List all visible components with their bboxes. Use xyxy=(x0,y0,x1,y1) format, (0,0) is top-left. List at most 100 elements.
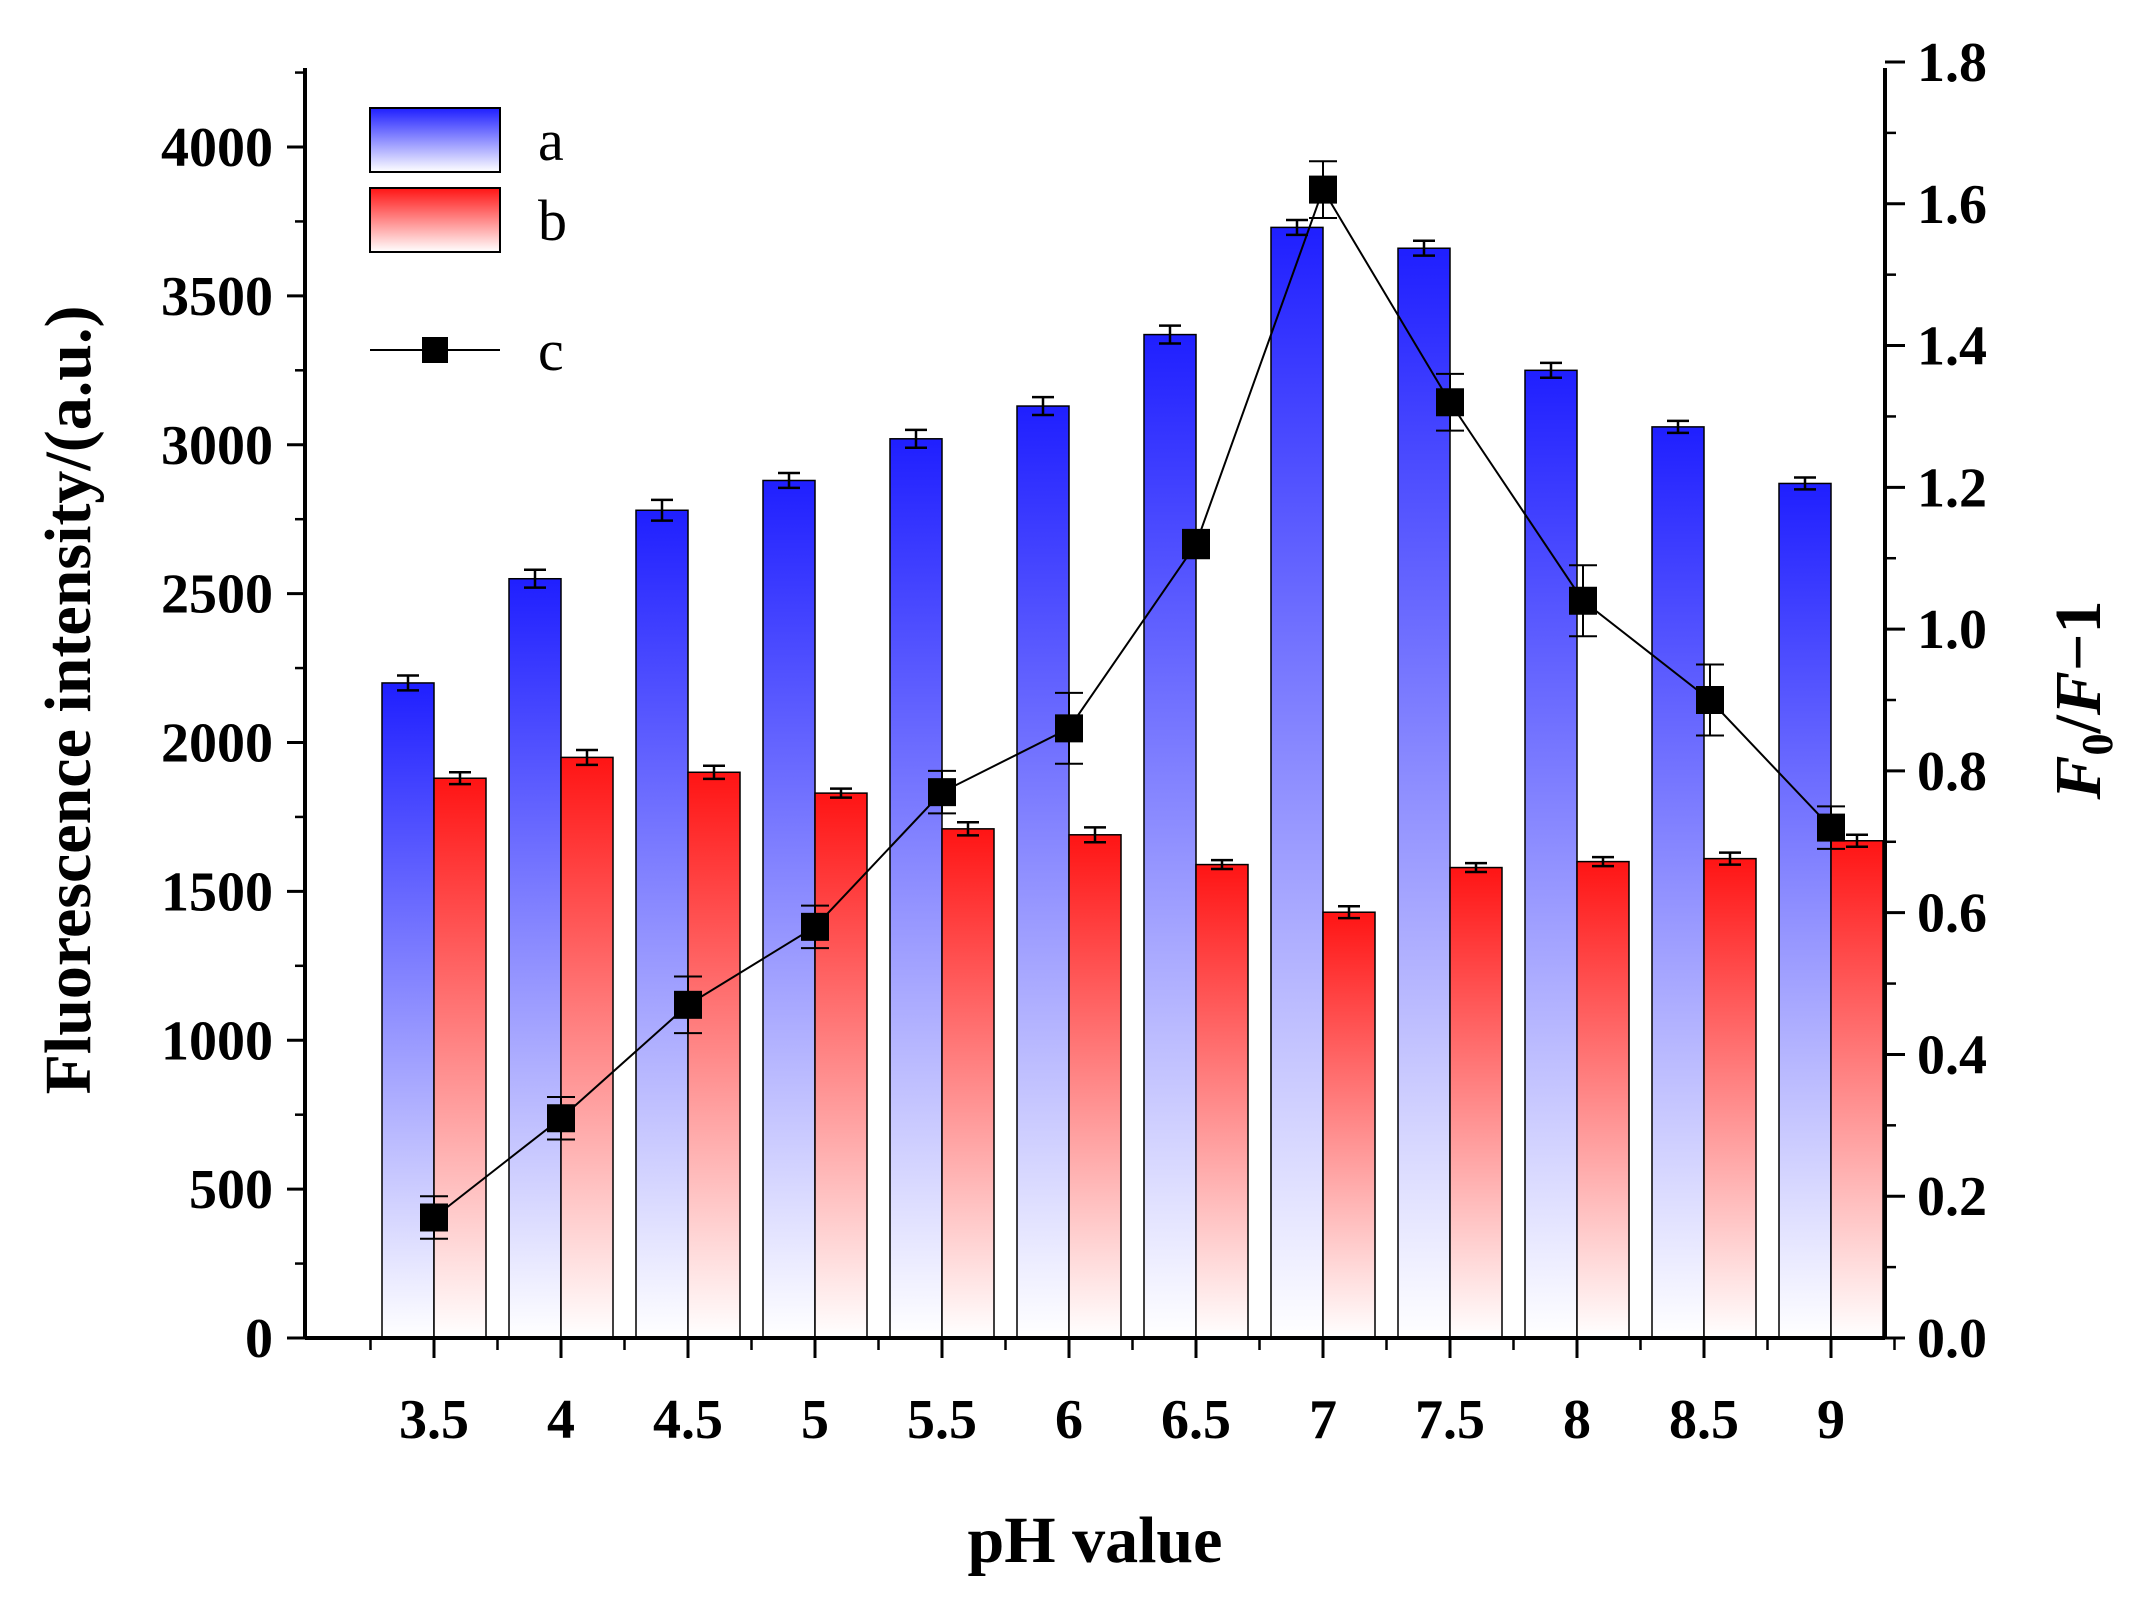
errorbar-b-7.5 xyxy=(1465,861,1487,874)
right-y-title-f: F xyxy=(2042,671,2115,716)
legend-label-a: a xyxy=(538,108,564,173)
ticks-layer: 0 500 1000 1500 2000 2500 3000 3500 4000 0.0 0.2 0.… xyxy=(161,32,1987,1451)
right-y-tick-label: 1.0 xyxy=(1917,599,1987,661)
right-y-tick-label: 1.2 xyxy=(1917,457,1987,519)
legend-label-c: c xyxy=(538,318,564,383)
left-y-tick-label: 500 xyxy=(189,1159,273,1221)
series-c-line xyxy=(433,187,1832,1219)
errorbar-b-6 xyxy=(1084,826,1106,844)
errorbar-a-7 xyxy=(1286,218,1308,237)
left-y-tick-label: 4000 xyxy=(161,117,273,179)
bar-b-6.5 xyxy=(1195,863,1249,1339)
right-y-tick-label: 1.4 xyxy=(1917,316,1987,378)
right-y-title-subscript: 0 xyxy=(2073,733,2122,755)
legend-swatch-b xyxy=(369,187,501,253)
bar-b-5.5 xyxy=(941,828,995,1339)
right-y-axis-title: F0/F−1 xyxy=(2042,600,2122,800)
left-y-tick-label: 1500 xyxy=(161,861,273,923)
bar-a-4.5 xyxy=(635,509,689,1339)
x-tick-label: 8.5 xyxy=(1669,1389,1739,1451)
errorbar-b-4 xyxy=(576,748,598,767)
marker-c-7.5 xyxy=(1436,388,1464,417)
errorbar-a-8 xyxy=(1540,361,1562,380)
errorbar-a-5.5 xyxy=(905,428,927,449)
bar-b-4 xyxy=(560,756,614,1339)
right-y-title-minus-one: −1 xyxy=(2042,600,2115,671)
right-y-tick-label: 0.0 xyxy=(1917,1308,1987,1370)
right-y-title-slash: / xyxy=(2042,713,2115,734)
bar-b-5 xyxy=(814,792,868,1339)
errorbar-a-7.5 xyxy=(1413,239,1435,257)
marker-c-9 xyxy=(1817,813,1845,842)
bar-b-8.5 xyxy=(1703,857,1757,1339)
marker-c-4.5 xyxy=(674,990,702,1019)
errorbar-b-8.5 xyxy=(1719,851,1741,866)
x-tick-label: 7 xyxy=(1309,1389,1337,1451)
bar-a-4 xyxy=(508,577,562,1339)
line-layer xyxy=(420,160,1845,1240)
bar-a-7 xyxy=(1270,226,1324,1339)
x-tick-label: 7.5 xyxy=(1415,1389,1485,1451)
right-y-tick-label: 0.6 xyxy=(1917,883,1987,945)
errorbar-a-9 xyxy=(1794,476,1816,491)
right-y-tick-label: 0.8 xyxy=(1917,741,1987,803)
x-tick-label: 3.5 xyxy=(399,1389,469,1451)
marker-c-8.5 xyxy=(1696,686,1724,714)
bar-b-7.5 xyxy=(1449,866,1503,1339)
errorbar-b-8 xyxy=(1592,855,1614,868)
marker-c-7 xyxy=(1309,175,1337,204)
marker-c-4 xyxy=(547,1104,575,1133)
legend: a b c xyxy=(369,107,567,383)
marker-c-6.5 xyxy=(1182,530,1210,559)
errorbar-a-6 xyxy=(1032,395,1054,417)
left-y-axis-title: Fluorescence intensity/(a.u.) xyxy=(32,306,105,1095)
legend-swatch-a xyxy=(369,107,501,173)
errorbar-a-4 xyxy=(524,568,546,589)
errorbar-b-5 xyxy=(830,787,852,799)
marker-c-3.5 xyxy=(420,1203,448,1232)
errorbar-a-6.5 xyxy=(1159,324,1181,345)
errorbar-b-7 xyxy=(1338,905,1360,920)
x-tick-label: 9 xyxy=(1817,1389,1845,1451)
x-axis-title: pH value xyxy=(968,1504,1223,1577)
bar-a-6.5 xyxy=(1143,333,1197,1339)
x-tick-label: 6.5 xyxy=(1161,1389,1231,1451)
bar-b-6 xyxy=(1068,834,1122,1339)
bar-a-6 xyxy=(1016,405,1070,1339)
legend-marker-c xyxy=(422,337,448,363)
left-y-tick-label: 1000 xyxy=(161,1010,273,1072)
errorbar-a-4.5 xyxy=(651,498,673,522)
right-y-tick-label: 1.8 xyxy=(1917,32,1987,94)
left-y-tick-label: 0 xyxy=(245,1308,273,1370)
x-tick-label: 4.5 xyxy=(653,1389,723,1451)
bar-b-4.5 xyxy=(687,771,741,1339)
errorbar-a-5 xyxy=(778,471,800,490)
left-y-tick-label: 2000 xyxy=(161,713,273,775)
bar-b-8 xyxy=(1576,860,1630,1339)
x-tick-label: 5.5 xyxy=(907,1389,977,1451)
bar-a-5 xyxy=(762,479,816,1339)
errorbar-b-9 xyxy=(1846,833,1868,848)
x-tick-label: 5 xyxy=(801,1389,829,1451)
errorbar-b-4.5 xyxy=(703,764,725,781)
x-tick-label: 6 xyxy=(1055,1389,1083,1451)
errorbar-a-3.5 xyxy=(397,674,419,692)
marker-c-5.5 xyxy=(928,778,956,807)
bar-b-3.5 xyxy=(433,777,487,1339)
marker-c-5 xyxy=(801,912,829,941)
legend-label-b: b xyxy=(538,188,567,253)
bar-b-7 xyxy=(1322,911,1376,1339)
bar-a-5.5 xyxy=(889,438,943,1339)
right-y-tick-label: 1.6 xyxy=(1917,174,1987,236)
bars-layer xyxy=(381,218,1884,1339)
bar-a-9 xyxy=(1778,482,1832,1339)
errorbar-b-6.5 xyxy=(1211,858,1233,871)
marker-c-6 xyxy=(1055,714,1083,743)
errorbar-b-3.5 xyxy=(449,771,471,786)
left-y-tick-label: 2500 xyxy=(161,564,273,626)
bar-a-8.5 xyxy=(1651,426,1705,1339)
bar-b-9 xyxy=(1830,840,1884,1339)
left-y-tick-label: 3000 xyxy=(161,415,273,477)
bar-a-8 xyxy=(1524,369,1578,1339)
